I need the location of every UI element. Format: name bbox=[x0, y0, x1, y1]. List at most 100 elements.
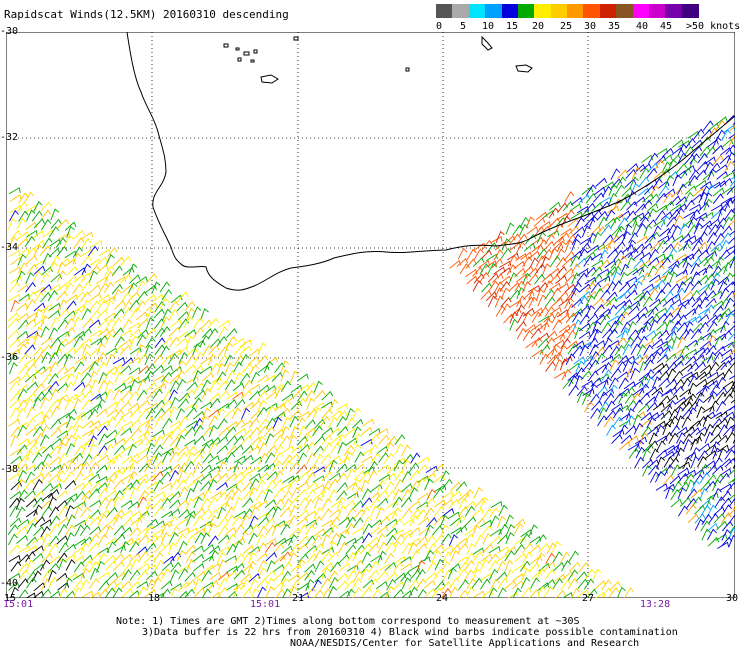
wind-barb bbox=[682, 433, 693, 445]
wind-barb bbox=[619, 412, 632, 421]
wind-barb bbox=[574, 217, 585, 229]
wind-barb bbox=[728, 324, 735, 333]
wind-barb bbox=[97, 420, 110, 428]
wind-barb bbox=[715, 256, 725, 269]
wind-barb bbox=[652, 362, 665, 371]
wind-barb bbox=[610, 226, 622, 237]
wind-barb bbox=[33, 240, 45, 250]
wind-barb bbox=[64, 337, 77, 346]
wind-barb bbox=[9, 490, 22, 500]
wind-barb bbox=[168, 499, 181, 509]
wind-barb bbox=[18, 545, 31, 554]
wind-barb bbox=[40, 559, 51, 571]
wind-barb bbox=[24, 344, 36, 355]
wind-barb bbox=[159, 379, 169, 392]
wind-barb bbox=[26, 577, 37, 589]
wind-barb bbox=[614, 305, 626, 316]
wind-barb bbox=[417, 588, 427, 598]
wind-barb bbox=[582, 355, 595, 365]
wind-barb bbox=[681, 401, 693, 412]
wind-barb bbox=[648, 287, 659, 299]
wind-barb bbox=[193, 424, 204, 437]
wind-barb bbox=[178, 508, 190, 519]
wind-barb bbox=[560, 228, 573, 236]
wind-barb bbox=[289, 415, 299, 428]
wind-barb bbox=[81, 590, 94, 598]
wind-barb bbox=[504, 569, 515, 581]
wind-barb bbox=[31, 553, 44, 563]
wind-barb bbox=[407, 542, 418, 554]
wind-barb bbox=[488, 568, 499, 581]
wind-barb bbox=[641, 199, 653, 211]
wind-barb bbox=[104, 270, 115, 283]
wind-barb bbox=[217, 354, 229, 366]
wind-barb bbox=[16, 312, 29, 322]
wind-barb bbox=[648, 313, 660, 325]
wind-barb bbox=[424, 524, 434, 537]
wind-barb bbox=[684, 308, 697, 317]
wind-barb bbox=[663, 483, 676, 492]
wind-barb bbox=[495, 571, 508, 582]
wind-barb bbox=[634, 436, 647, 445]
wind-barb bbox=[57, 299, 68, 311]
wind-barb bbox=[240, 471, 252, 483]
wind-barb bbox=[120, 256, 132, 267]
wind-barb bbox=[433, 534, 445, 545]
wind-barb bbox=[662, 200, 675, 211]
wind-barb bbox=[96, 361, 107, 374]
wind-barb bbox=[8, 376, 21, 385]
wind-barb bbox=[335, 410, 348, 421]
wind-barb bbox=[732, 291, 735, 299]
wind-barb bbox=[129, 486, 139, 499]
wind-barb bbox=[712, 144, 724, 155]
wind-barb bbox=[58, 542, 69, 554]
wind-barb bbox=[16, 238, 29, 248]
wind-barb bbox=[638, 216, 649, 228]
wind-barb bbox=[697, 455, 707, 468]
wind-barb bbox=[256, 500, 269, 509]
wind-barb bbox=[184, 510, 197, 519]
wind-barb bbox=[628, 447, 640, 459]
wind-barb bbox=[88, 370, 98, 383]
wind-barb bbox=[458, 491, 470, 501]
wind-barb bbox=[73, 237, 85, 249]
wind-barb bbox=[544, 296, 556, 308]
wind-barb bbox=[297, 524, 308, 536]
wind-barb bbox=[80, 579, 90, 591]
wind-barb bbox=[42, 408, 53, 420]
wind-barb bbox=[81, 399, 93, 410]
wind-barb bbox=[557, 282, 570, 291]
wind-barb bbox=[601, 579, 612, 591]
wind-barb bbox=[725, 144, 735, 155]
wind-barb bbox=[590, 282, 602, 294]
wind-barb bbox=[25, 571, 37, 583]
wind-barb bbox=[466, 248, 477, 261]
wind-barb bbox=[378, 434, 390, 445]
wind-barb bbox=[713, 506, 726, 516]
wind-barb bbox=[728, 514, 735, 525]
wind-barb bbox=[153, 497, 165, 508]
wind-barb bbox=[669, 475, 682, 485]
wind-barb bbox=[432, 544, 445, 554]
wind-barb bbox=[556, 240, 567, 253]
wind-barb bbox=[144, 363, 156, 374]
wind-barb bbox=[727, 332, 735, 341]
wind-barb bbox=[519, 223, 529, 236]
wind-barb bbox=[537, 294, 547, 307]
wind-barb bbox=[692, 304, 703, 316]
wind-barb bbox=[304, 498, 315, 511]
wind-barb bbox=[176, 337, 188, 347]
wind-barb bbox=[725, 309, 735, 318]
wind-barb bbox=[162, 417, 173, 429]
wind-barb bbox=[193, 435, 206, 445]
wind-barb bbox=[137, 570, 149, 581]
wind-barb bbox=[145, 436, 157, 446]
wind-barb bbox=[376, 489, 388, 500]
wind-barb bbox=[648, 248, 659, 260]
wind-barb bbox=[272, 460, 283, 472]
wind-barb bbox=[504, 546, 517, 555]
wind-barb bbox=[296, 543, 308, 553]
wind-barb bbox=[81, 231, 94, 240]
wind-barb bbox=[249, 472, 261, 481]
wind-barb bbox=[648, 152, 659, 164]
